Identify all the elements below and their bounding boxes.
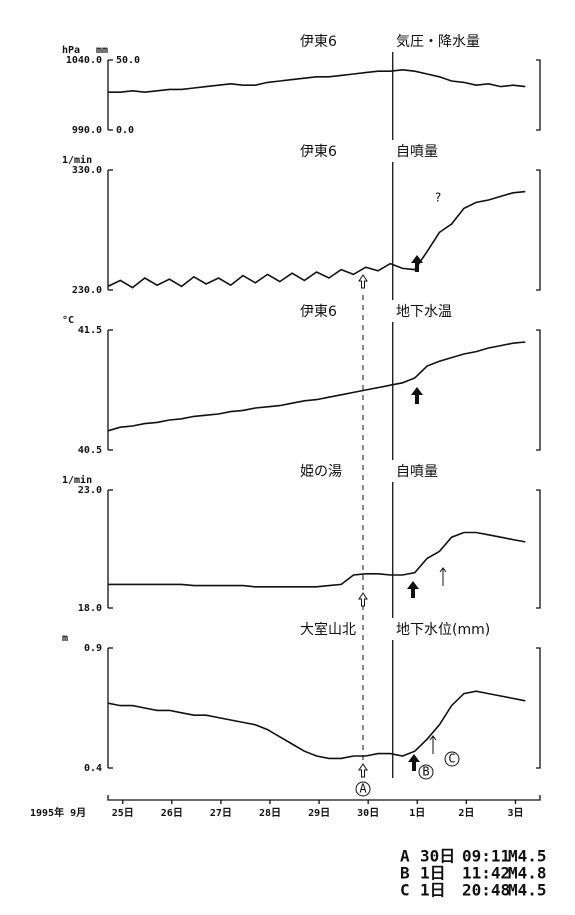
thin-arrow: [439, 567, 447, 586]
x-tick-label: 26日: [161, 807, 183, 819]
y-unit: hPa: [62, 45, 80, 56]
right-axis: [536, 329, 541, 451]
event-day: 1日: [420, 881, 446, 900]
event-day: 30日: [420, 847, 455, 866]
x-tick-label: 1日: [409, 807, 425, 819]
y-tick-label: 990.0: [72, 125, 102, 136]
x-tick-label: 25日: [112, 807, 134, 819]
y-tick-label: 40.5: [78, 445, 102, 456]
y2-tick-label: 0.0: [116, 125, 134, 136]
x-tick-label: 30日: [357, 807, 379, 819]
panel-title: 自噴量: [396, 464, 438, 480]
thin-arrow: [429, 735, 437, 754]
panel-title: 気圧・降水量: [396, 34, 480, 50]
data-line: [108, 68, 526, 94]
y-unit: °C: [62, 315, 74, 326]
y2-unit: mm: [96, 45, 108, 56]
station-label: 伊東6: [300, 144, 337, 160]
x-tick-label: 29日: [308, 807, 330, 819]
hollow-arrow: [358, 592, 368, 607]
event-magnitude: M4.5: [508, 881, 547, 900]
event-id: C: [400, 881, 410, 900]
y-unit: m: [62, 633, 68, 644]
x-tick-label: 28日: [259, 807, 281, 819]
event-magnitude: M4.5: [508, 847, 547, 866]
annotation: ?: [434, 191, 441, 205]
y-tick-label: 0.9: [84, 643, 102, 654]
event-id: B: [400, 864, 410, 883]
annotation-circle: [355, 781, 371, 797]
bold-arrow: [411, 387, 423, 404]
bold-arrow: [407, 581, 419, 598]
data-line: [107, 341, 526, 432]
data-line: [107, 190, 526, 289]
annotation-circle: [444, 751, 460, 767]
x-axis-label: 1995年 9月: [30, 806, 86, 819]
y-unit: 1/min: [62, 154, 92, 166]
y2-tick-label: 50.0: [116, 55, 140, 66]
right-axis: [536, 169, 541, 291]
right-axis: [536, 489, 541, 609]
y-tick-label: 0.4: [84, 763, 102, 774]
event-id: A: [400, 847, 410, 866]
right-axis: [536, 647, 541, 769]
y-tick-label: 23.0: [78, 485, 102, 496]
event-time: 11:42: [462, 864, 510, 883]
x-axis: [107, 795, 541, 801]
x-tick-label: 27日: [210, 807, 232, 819]
right-axis: [536, 59, 541, 131]
event-table: A 30日 09:11 M4.5 B 1日 11:42 M4.8 C 1日 20…: [400, 847, 547, 900]
y-unit: 1/min: [62, 474, 92, 486]
event-magnitude: M4.8: [508, 864, 547, 883]
data-line: [108, 531, 526, 588]
y-tick-label: 41.5: [78, 325, 102, 336]
panel-title: 地下水温: [396, 304, 452, 320]
x-tick-label: 2日: [458, 807, 474, 819]
event-day: 1日: [420, 864, 446, 883]
station-label: 大室山北: [300, 621, 356, 638]
event-time: 09:11: [462, 847, 510, 866]
y-tick-label: 1040.0: [66, 55, 102, 66]
panel-title: 地下水位(mm): [396, 622, 490, 638]
bold-arrow: [411, 255, 423, 272]
annotation: C: [448, 752, 455, 766]
y-tick-label: 230.0: [72, 285, 102, 296]
panel-title: 自噴量: [396, 144, 438, 160]
annotation: B: [422, 765, 429, 779]
event-time: 20:48: [462, 881, 510, 900]
station-label: 伊東6: [300, 304, 337, 320]
annotation-circle: [418, 764, 434, 780]
x-tick-label: 3日: [507, 807, 523, 819]
hollow-arrow: [358, 274, 368, 289]
bold-arrow: [408, 754, 420, 771]
y-tick-label: 330.0: [72, 165, 102, 176]
station-label: 姫の湯: [300, 463, 342, 480]
data-line: [107, 690, 526, 760]
y-tick-label: 18.0: [78, 603, 102, 614]
hollow-arrow: [358, 763, 368, 778]
station-label: 伊東6: [300, 34, 337, 50]
annotation: A: [359, 782, 367, 796]
